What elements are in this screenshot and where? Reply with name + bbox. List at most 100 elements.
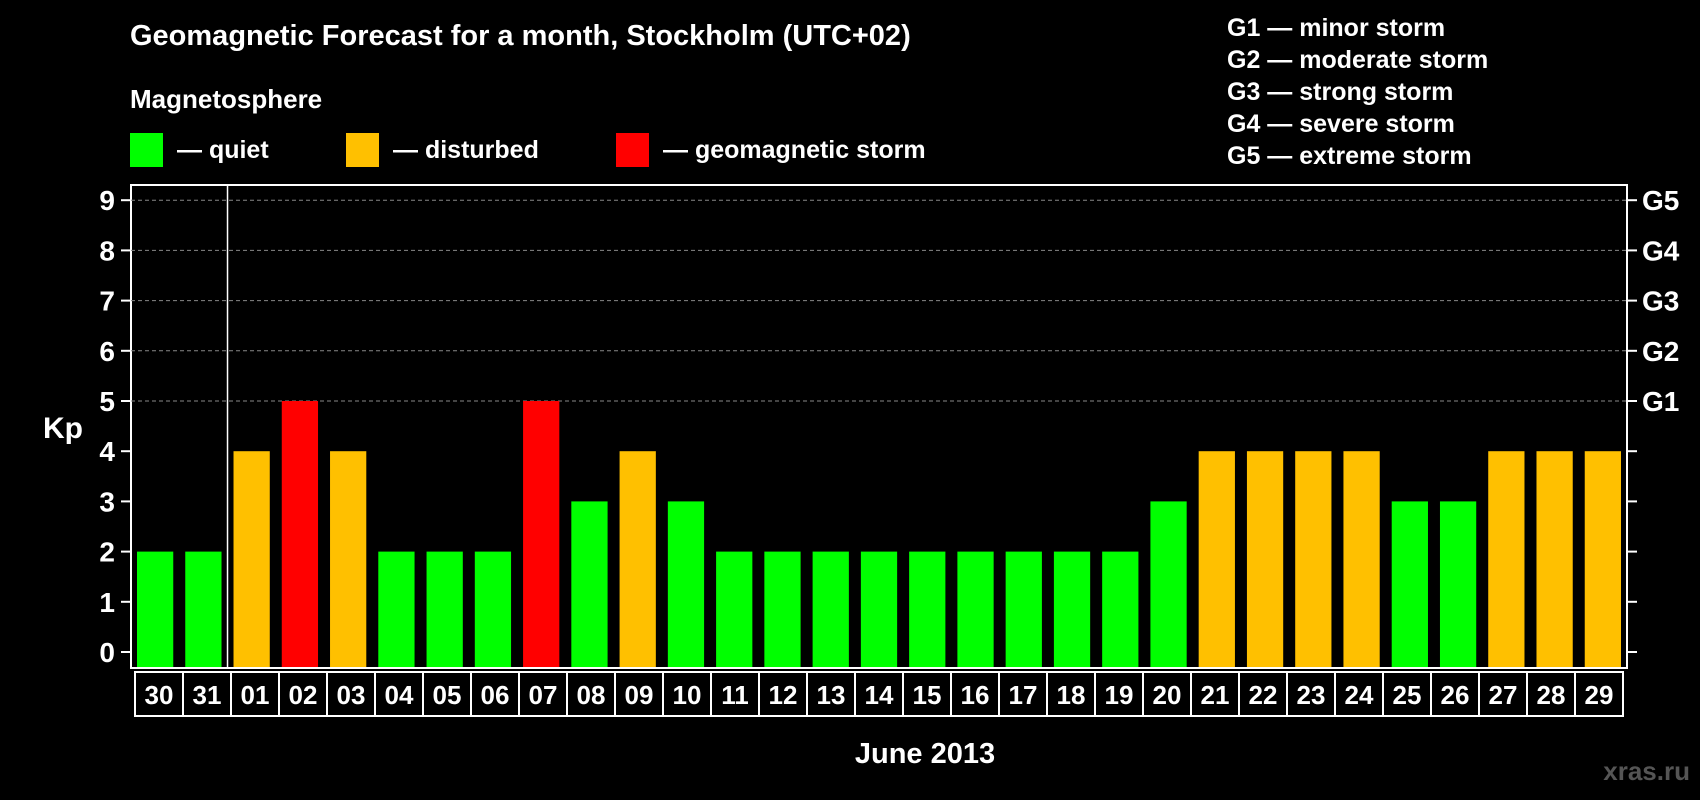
legend-storm: — geomagnetic storm bbox=[616, 133, 926, 167]
x-tick-label: 14 bbox=[865, 680, 894, 710]
y-tick-label: 9 bbox=[99, 185, 115, 216]
bar-11 bbox=[716, 551, 753, 667]
right-axis-label: G1 bbox=[1642, 386, 1679, 417]
x-tick-label: 25 bbox=[1393, 680, 1422, 710]
x-tick-label: 29 bbox=[1585, 680, 1614, 710]
x-tick-label: 15 bbox=[913, 680, 942, 710]
bar-28 bbox=[1536, 451, 1573, 667]
storm-level-g5: G5 — extreme storm bbox=[1227, 142, 1472, 170]
right-axis-label: G2 bbox=[1642, 336, 1679, 367]
bar-04 bbox=[378, 551, 415, 667]
y-tick-label: 3 bbox=[99, 486, 115, 517]
legend-quiet-swatch bbox=[130, 133, 163, 167]
bar-16 bbox=[957, 551, 994, 667]
y-tick-label: 1 bbox=[99, 587, 115, 618]
x-tick-label: 21 bbox=[1201, 680, 1230, 710]
x-tick-label: 28 bbox=[1537, 680, 1566, 710]
bar-07 bbox=[523, 401, 560, 667]
x-tick-label: 17 bbox=[1009, 680, 1038, 710]
x-tick-label: 12 bbox=[769, 680, 798, 710]
right-axis-label: G4 bbox=[1642, 235, 1680, 266]
x-tick-label: 13 bbox=[817, 680, 846, 710]
y-tick-label: 5 bbox=[99, 386, 115, 417]
bar-15 bbox=[909, 551, 946, 667]
bar-09 bbox=[619, 451, 656, 667]
x-tick-label: 09 bbox=[625, 680, 654, 710]
y-tick-label: 4 bbox=[99, 436, 115, 467]
x-tick-label: 30 bbox=[145, 680, 174, 710]
legend-storm-swatch bbox=[616, 133, 649, 167]
bar-21 bbox=[1198, 451, 1235, 667]
legend-disturbed-swatch bbox=[346, 133, 379, 167]
watermark: xras.ru bbox=[1603, 756, 1690, 786]
y-tick-label: 2 bbox=[99, 537, 115, 568]
x-tick-label: 31 bbox=[193, 680, 222, 710]
bar-17 bbox=[1005, 551, 1042, 667]
x-tick-label: 24 bbox=[1345, 680, 1374, 710]
bar-20 bbox=[1150, 501, 1187, 667]
right-axis-label: G3 bbox=[1642, 286, 1679, 317]
bar-26 bbox=[1439, 501, 1477, 667]
y-tick-label: 8 bbox=[99, 235, 115, 266]
legend-storm-label: — geomagnetic storm bbox=[663, 135, 926, 164]
x-tick-label: 22 bbox=[1249, 680, 1278, 710]
storm-level-g2: G2 — moderate storm bbox=[1227, 46, 1489, 74]
x-tick-label: 20 bbox=[1153, 680, 1182, 710]
bar-27 bbox=[1488, 451, 1525, 667]
x-tick-label: 05 bbox=[433, 680, 462, 710]
bar-22 bbox=[1246, 451, 1284, 667]
bar-29 bbox=[1584, 451, 1621, 667]
legend-disturbed-label: — disturbed bbox=[393, 135, 539, 164]
y-tick-label: 7 bbox=[99, 286, 115, 317]
bar-30 bbox=[137, 551, 174, 667]
date-strip bbox=[134, 671, 1624, 717]
bar-14 bbox=[860, 551, 898, 667]
storm-level-g3: G3 — strong storm bbox=[1227, 78, 1454, 106]
bar-08 bbox=[571, 501, 608, 667]
x-tick-label: 10 bbox=[673, 680, 702, 710]
bar-06 bbox=[474, 551, 512, 667]
storm-level-g4: G4 — severe storm bbox=[1227, 110, 1455, 138]
bar-31 bbox=[185, 551, 222, 667]
bar-19 bbox=[1102, 551, 1139, 667]
bar-02 bbox=[281, 401, 319, 667]
x-tick-label: 04 bbox=[385, 680, 414, 710]
x-tick-label: 11 bbox=[721, 680, 749, 710]
legend-disturbed: — disturbed bbox=[346, 133, 539, 167]
bar-01 bbox=[233, 451, 270, 667]
bar-03 bbox=[330, 451, 367, 667]
x-tick-label: 03 bbox=[337, 680, 366, 710]
x-tick-label: 18 bbox=[1057, 680, 1086, 710]
x-tick-label: 16 bbox=[961, 680, 990, 710]
y-tick-label: 0 bbox=[99, 637, 115, 668]
chart-title: Geomagnetic Forecast for a month, Stockh… bbox=[130, 20, 911, 52]
bar-10 bbox=[667, 501, 705, 667]
magnetosphere-label: Magnetosphere bbox=[130, 84, 323, 114]
x-tick-label: 07 bbox=[529, 680, 558, 710]
bar-24 bbox=[1343, 451, 1380, 667]
bar-13 bbox=[812, 551, 849, 667]
x-tick-label: 06 bbox=[481, 680, 510, 710]
legend-quiet: — quiet bbox=[130, 133, 269, 167]
storm-level-legend: G1 — minor storm G2 — moderate storm G3 … bbox=[1227, 12, 1488, 172]
y-tick-label: 6 bbox=[99, 336, 115, 367]
bar-12 bbox=[764, 551, 801, 667]
bar-25 bbox=[1391, 501, 1428, 667]
x-tick-label: 19 bbox=[1105, 680, 1134, 710]
x-tick-label: 01 bbox=[241, 680, 270, 710]
x-tick-label: 08 bbox=[577, 680, 606, 710]
storm-level-g1: G1 — minor storm bbox=[1227, 14, 1446, 42]
bar-18 bbox=[1053, 551, 1091, 667]
x-axis-label: June 2013 bbox=[854, 738, 996, 770]
legend-quiet-label: — quiet bbox=[177, 135, 269, 164]
bar-23 bbox=[1295, 451, 1332, 667]
bar-05 bbox=[426, 551, 463, 667]
x-tick-label: 23 bbox=[1297, 680, 1326, 710]
x-tick-label: 27 bbox=[1489, 680, 1518, 710]
plot-frame bbox=[130, 184, 1628, 669]
y-axis-label: Kp bbox=[43, 412, 83, 445]
right-axis-label: G5 bbox=[1642, 185, 1679, 216]
x-tick-label: 02 bbox=[289, 680, 318, 710]
x-tick-label: 26 bbox=[1441, 680, 1470, 710]
